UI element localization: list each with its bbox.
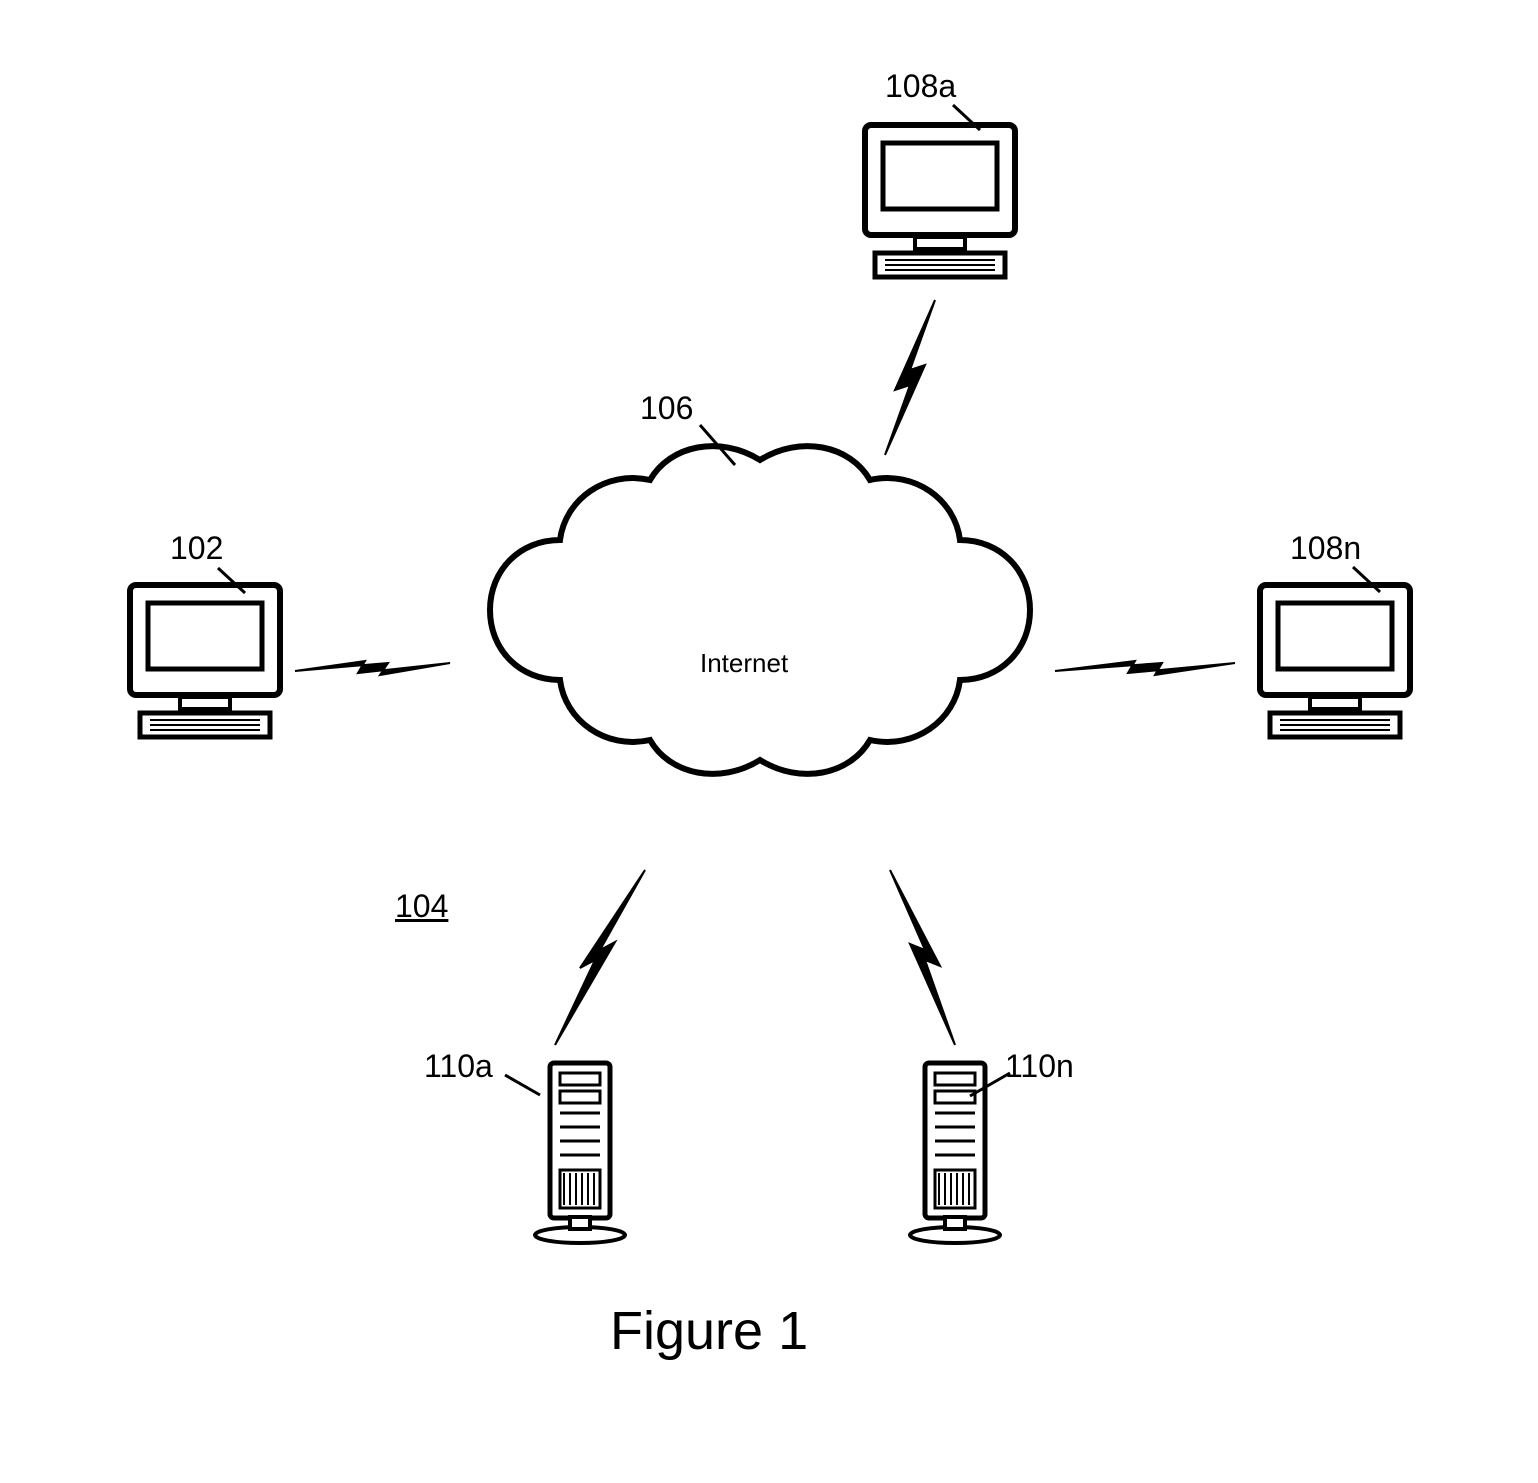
cloud-ref-label: 106 xyxy=(640,390,693,427)
tick-110n xyxy=(965,1068,1025,1108)
bolt-right-icon xyxy=(1050,643,1250,703)
computer-108n-icon xyxy=(1250,575,1430,755)
ref-104-label: 104 xyxy=(395,888,448,925)
cloud-label: Internet xyxy=(700,648,788,679)
network-diagram: Internet 106 102 108a xyxy=(0,0,1538,1483)
server-110a-label: 110a xyxy=(424,1048,493,1085)
tick-106 xyxy=(690,420,750,480)
tick-108a xyxy=(945,100,995,140)
tick-102 xyxy=(210,563,260,603)
bolt-top-icon xyxy=(850,290,970,470)
bolt-bottomright-icon xyxy=(870,860,990,1060)
figure-title: Figure 1 xyxy=(610,1300,808,1362)
tick-110a xyxy=(500,1070,550,1110)
bolt-bottomleft-icon xyxy=(530,860,670,1060)
bolt-left-icon xyxy=(290,643,470,703)
computer-108a-icon xyxy=(855,115,1035,295)
computer-102-label: 102 xyxy=(170,530,223,567)
tick-108n xyxy=(1345,562,1395,602)
